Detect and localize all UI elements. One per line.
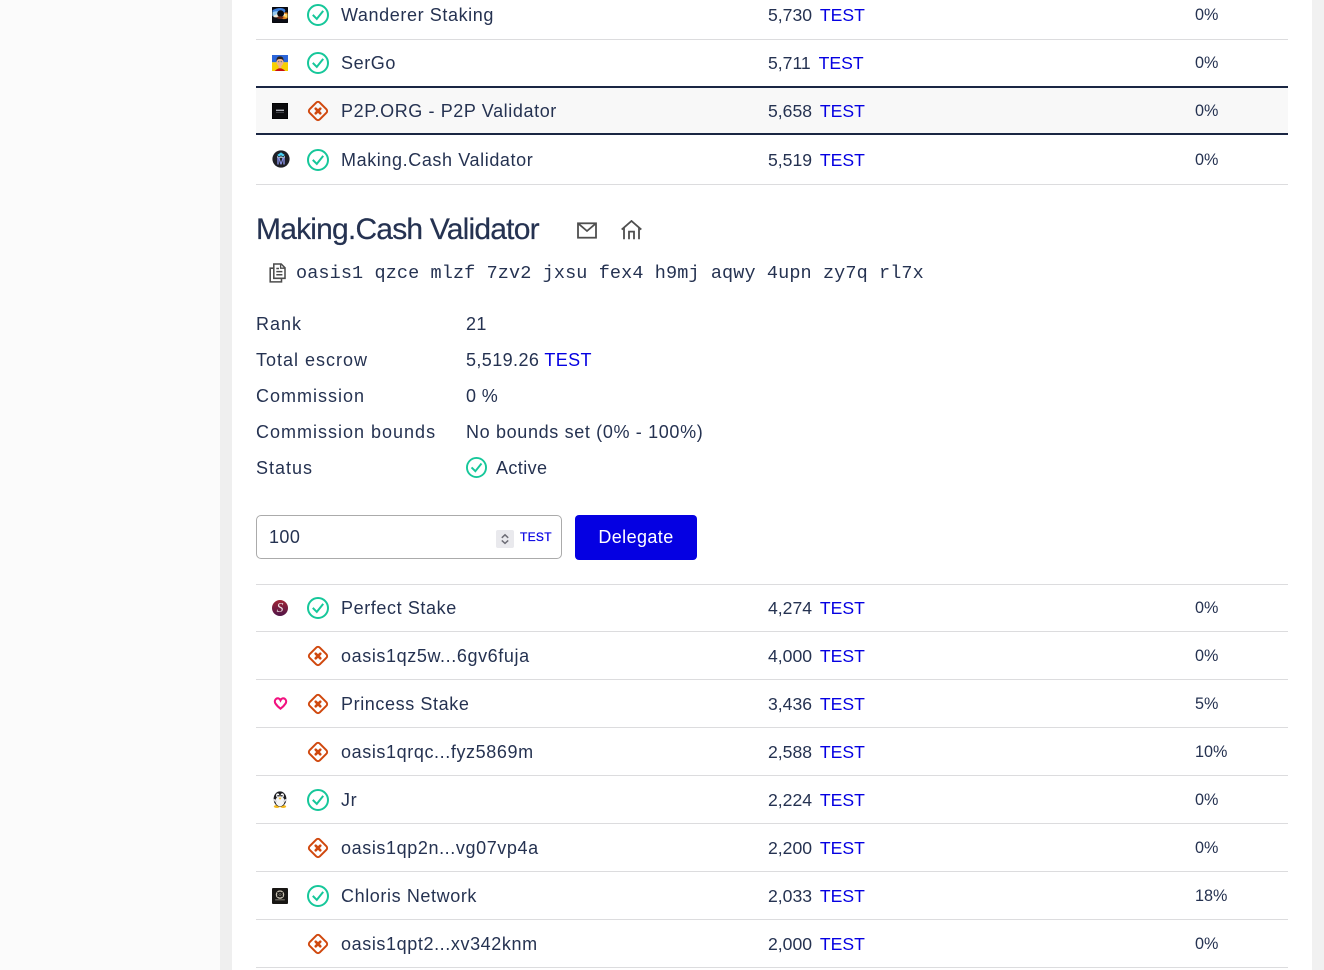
svg-text:S: S <box>277 600 284 615</box>
svg-text:M: M <box>277 155 286 167</box>
